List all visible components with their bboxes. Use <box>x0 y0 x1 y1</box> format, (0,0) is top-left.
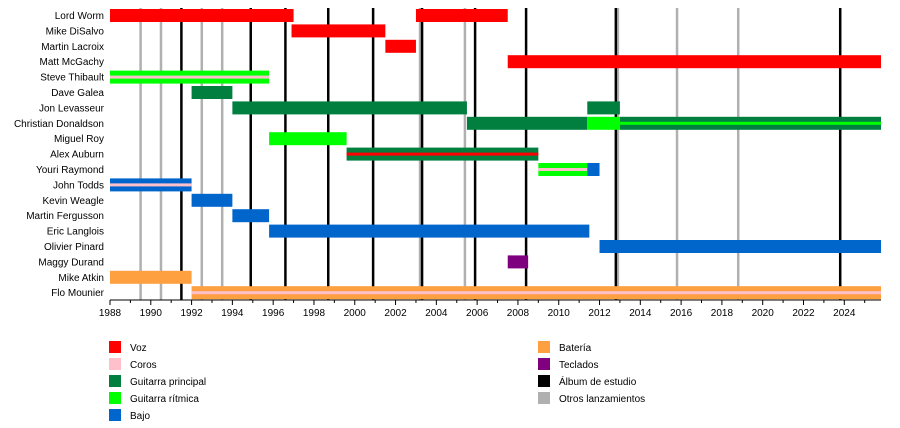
x-tick-label: 1988 <box>99 308 122 319</box>
x-tick-label: 1996 <box>262 308 285 319</box>
legend-swatch <box>109 358 121 370</box>
x-tick-label: 2002 <box>384 308 407 319</box>
x-tick-label: 1992 <box>180 308 203 319</box>
member-label: Youri Raymond <box>36 165 104 176</box>
legend-swatch <box>109 375 121 387</box>
legend-swatch <box>538 392 550 404</box>
member-bar <box>232 101 467 115</box>
x-tick-label: 2012 <box>588 308 611 319</box>
member-bar <box>587 101 620 115</box>
legend-label: Guitarra rítmica <box>130 394 199 405</box>
legend-label: Álbum de estudio <box>559 375 637 388</box>
member-label: Olivier Pinard <box>44 242 104 253</box>
member-bar <box>269 224 590 238</box>
legend-label: Otros lanzamientos <box>559 394 645 405</box>
legend-swatch <box>109 392 121 404</box>
member-label: Kevin Weagle <box>42 196 104 207</box>
member-bar <box>232 209 270 223</box>
member-labels: Lord Worm Mike DiSalvo Martin Lacroix Matt … <box>14 11 105 299</box>
member-bar <box>110 270 192 284</box>
member-label: Alex Auburn <box>50 150 104 161</box>
x-tick-label: 2006 <box>466 308 489 319</box>
member-label: Flo Mounier <box>51 288 104 299</box>
member-bar-secondary <box>110 183 192 187</box>
member-bar <box>269 132 347 146</box>
x-tick-label: 2024 <box>833 308 856 319</box>
legend-label: Bajo <box>130 411 150 422</box>
legend-swatch <box>538 341 550 353</box>
legend-label: Batería <box>559 343 592 354</box>
member-label: Mike DiSalvo <box>46 26 105 37</box>
member-bar <box>507 55 881 69</box>
member-bar <box>587 163 600 176</box>
member-label: Mike Atkin <box>58 273 104 284</box>
member-label: Martin Lacroix <box>41 42 104 53</box>
member-label: Martin Fergusson <box>26 211 104 222</box>
member-label: Lord Worm <box>55 11 104 22</box>
x-tick-label: 2022 <box>792 308 815 319</box>
member-label: Miguel Roy <box>54 134 104 145</box>
member-bar <box>191 86 233 99</box>
member-label: Maggy Durand <box>38 257 104 268</box>
x-tick-label: 2014 <box>629 308 652 319</box>
member-bar <box>291 24 386 38</box>
x-tick-label: 2016 <box>670 308 693 319</box>
legend-label: Guitarra principal <box>130 377 206 388</box>
member-label: Steve Thibault <box>40 73 104 84</box>
member-label: Dave Galea <box>51 88 104 99</box>
member-bar <box>587 116 620 130</box>
legend-label: Voz <box>130 343 147 354</box>
member-bar-secondary <box>619 121 881 125</box>
x-tick-label: 2004 <box>425 308 448 319</box>
member-bar <box>110 9 294 22</box>
legend-swatch <box>109 409 121 421</box>
member-label: John Todds <box>53 180 104 191</box>
member-label: Matt McGachy <box>40 57 104 68</box>
member-bar-secondary <box>110 75 270 79</box>
legend-label: Teclados <box>559 360 598 371</box>
member-bar-secondary <box>191 291 882 295</box>
x-tick-label: 1990 <box>140 308 163 319</box>
member-bar <box>466 116 588 130</box>
member-label: Eric Langlois <box>47 227 104 238</box>
member-bars <box>110 9 882 300</box>
x-tick-label: 2018 <box>711 308 734 319</box>
member-bar <box>507 255 529 269</box>
legend-swatch <box>109 341 121 353</box>
member-label: Jon Levasseur <box>39 103 105 114</box>
legend: Voz Coros Guitarra principal Guitarra rítmi… <box>109 341 645 422</box>
legend-swatch <box>538 358 550 370</box>
member-bar <box>385 39 416 53</box>
member-bar <box>599 240 881 253</box>
x-tick-label: 1998 <box>303 308 326 319</box>
x-tick-label: 2008 <box>507 308 530 319</box>
member-bar <box>191 193 233 207</box>
member-label: Christian Donaldson <box>14 119 104 130</box>
x-tick-label: 2000 <box>344 308 367 319</box>
legend-label: Coros <box>130 360 157 371</box>
x-tick-label: 2010 <box>548 308 571 319</box>
legend-swatch <box>538 375 550 387</box>
member-bar-secondary <box>538 168 588 171</box>
x-axis: 1988 1990 1992 1994 1996 1998 2000 2002 2004 2006… <box>99 299 881 319</box>
x-tick-label: 1994 <box>221 308 244 319</box>
member-bar-secondary <box>346 152 539 156</box>
x-tick-label: 2020 <box>752 308 775 319</box>
member-bar <box>415 9 508 22</box>
